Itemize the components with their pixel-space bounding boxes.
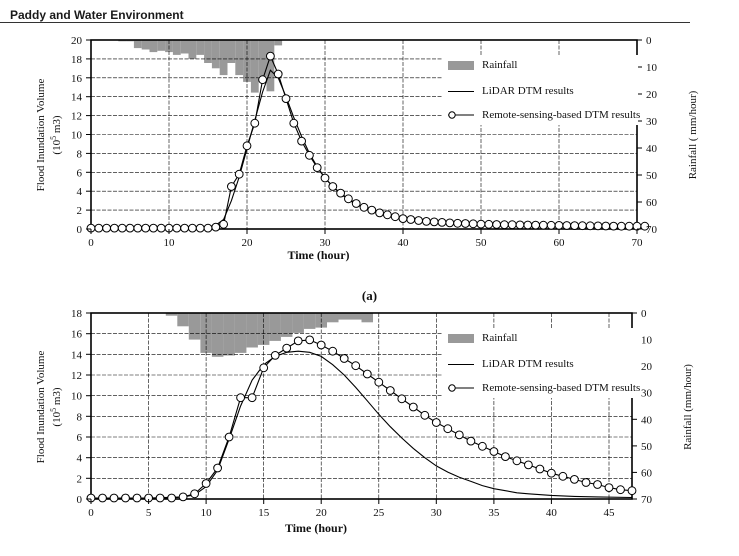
svg-text:4: 4	[77, 453, 83, 465]
svg-text:2: 2	[77, 205, 83, 217]
svg-text:10: 10	[641, 335, 653, 347]
svg-text:60: 60	[646, 197, 658, 209]
svg-text:12: 12	[71, 370, 82, 382]
svg-text:10: 10	[646, 62, 658, 74]
svg-text:40: 40	[646, 143, 658, 155]
svg-text:16: 16	[71, 329, 83, 341]
svg-text:18: 18	[71, 54, 83, 66]
svg-text:12: 12	[71, 111, 82, 123]
svg-text:18: 18	[71, 308, 83, 320]
svg-text:2: 2	[77, 473, 83, 485]
svg-text:5: 5	[146, 507, 152, 519]
svg-text:30: 30	[641, 388, 653, 400]
svg-text:6: 6	[77, 432, 83, 444]
svg-text:35: 35	[488, 507, 500, 519]
svg-text:30: 30	[431, 507, 443, 519]
svg-text:20: 20	[641, 361, 653, 373]
svg-text:10: 10	[71, 130, 83, 142]
svg-text:14: 14	[71, 92, 83, 104]
svg-text:10: 10	[71, 391, 83, 403]
svg-text:25: 25	[373, 507, 385, 519]
svg-text:70: 70	[646, 224, 658, 236]
svg-text:6: 6	[77, 167, 83, 179]
svg-text:15: 15	[258, 507, 270, 519]
svg-text:40: 40	[546, 507, 558, 519]
svg-text:4: 4	[77, 186, 83, 198]
svg-text:8: 8	[77, 411, 83, 423]
svg-text:45: 45	[604, 507, 616, 519]
svg-text:10: 10	[201, 507, 213, 519]
svg-text:50: 50	[641, 441, 653, 453]
svg-text:0: 0	[641, 308, 647, 320]
svg-text:16: 16	[71, 73, 83, 85]
svg-text:14: 14	[71, 349, 83, 361]
svg-text:0: 0	[77, 224, 83, 236]
svg-text:8: 8	[77, 148, 83, 160]
svg-text:0: 0	[88, 507, 94, 519]
svg-text:20: 20	[316, 507, 328, 519]
svg-text:60: 60	[641, 467, 653, 479]
svg-text:20: 20	[646, 89, 658, 101]
svg-text:50: 50	[646, 170, 658, 182]
svg-text:20: 20	[71, 35, 83, 47]
svg-text:40: 40	[641, 414, 653, 426]
svg-text:70: 70	[641, 494, 653, 506]
svg-text:0: 0	[77, 494, 83, 506]
svg-text:0: 0	[646, 35, 652, 47]
svg-text:30: 30	[646, 116, 658, 128]
